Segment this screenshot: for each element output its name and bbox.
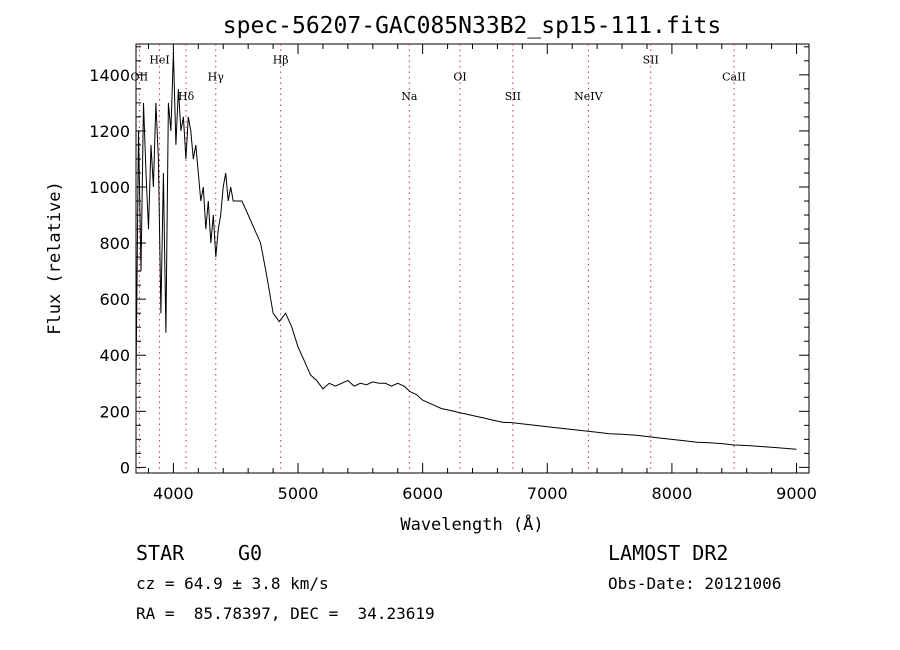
y-tick-label: 1000 (89, 178, 130, 197)
subclass-label: G0 (238, 541, 263, 565)
emission-line-label: HeI (149, 54, 169, 67)
y-tick-label: 1400 (89, 66, 130, 85)
y-axis-ticks: 0 200 400 600 800 1000 1200 1400 (89, 46, 809, 477)
emission-line-label: CaII (722, 70, 746, 83)
spectrum-chart: spec-56207-GAC085N33B2_sp15-111.fits OII… (45, 13, 817, 535)
y-tick-label: 600 (99, 290, 130, 309)
emission-line-label: Hδ (178, 90, 195, 103)
velocity-readout: cz = 64.9 ± 3.8 km/s (136, 574, 329, 593)
x-tick-label: 8000 (652, 484, 693, 503)
emission-line-label: SII (505, 90, 521, 103)
class-label: STAR (136, 541, 185, 565)
emission-line-label: Hγ (208, 70, 225, 83)
y-tick-label: 1200 (89, 122, 130, 141)
emission-line-label: OI (453, 70, 466, 83)
survey-label: LAMOST DR2 (608, 541, 729, 565)
y-tick-label: 800 (99, 234, 130, 253)
emission-line-label: NeIV (574, 90, 603, 103)
x-axis-label: Wavelength (Å) (400, 513, 543, 535)
y-tick-label: 200 (99, 402, 130, 421)
coordinates-readout: RA = 85.78397, DEC = 34.23619 (136, 604, 435, 623)
plot-frame (135, 43, 810, 474)
x-tick-label: 5000 (278, 484, 319, 503)
y-axis-label: Flux (relative) (45, 181, 65, 335)
x-tick-label: 4000 (153, 484, 194, 503)
x-axis-ticks: 4000 5000 6000 7000 8000 9000 (147, 44, 817, 503)
y-tick-label: 0 (120, 458, 130, 477)
y-tick-label: 400 (99, 346, 130, 365)
emission-line-label: SII (643, 54, 659, 67)
x-tick-label: 6000 (402, 484, 443, 503)
emission-line-label: Na (401, 90, 418, 103)
spectrum-line (135, 52, 797, 450)
emission-line-label: OII (131, 70, 149, 83)
obs-date-readout: Obs-Date: 20121006 (608, 574, 782, 593)
x-tick-label: 9000 (776, 484, 817, 503)
x-tick-label: 7000 (527, 484, 568, 503)
chart-title: spec-56207-GAC085N33B2_sp15-111.fits (223, 13, 722, 39)
emission-line-label: Hβ (273, 54, 289, 67)
